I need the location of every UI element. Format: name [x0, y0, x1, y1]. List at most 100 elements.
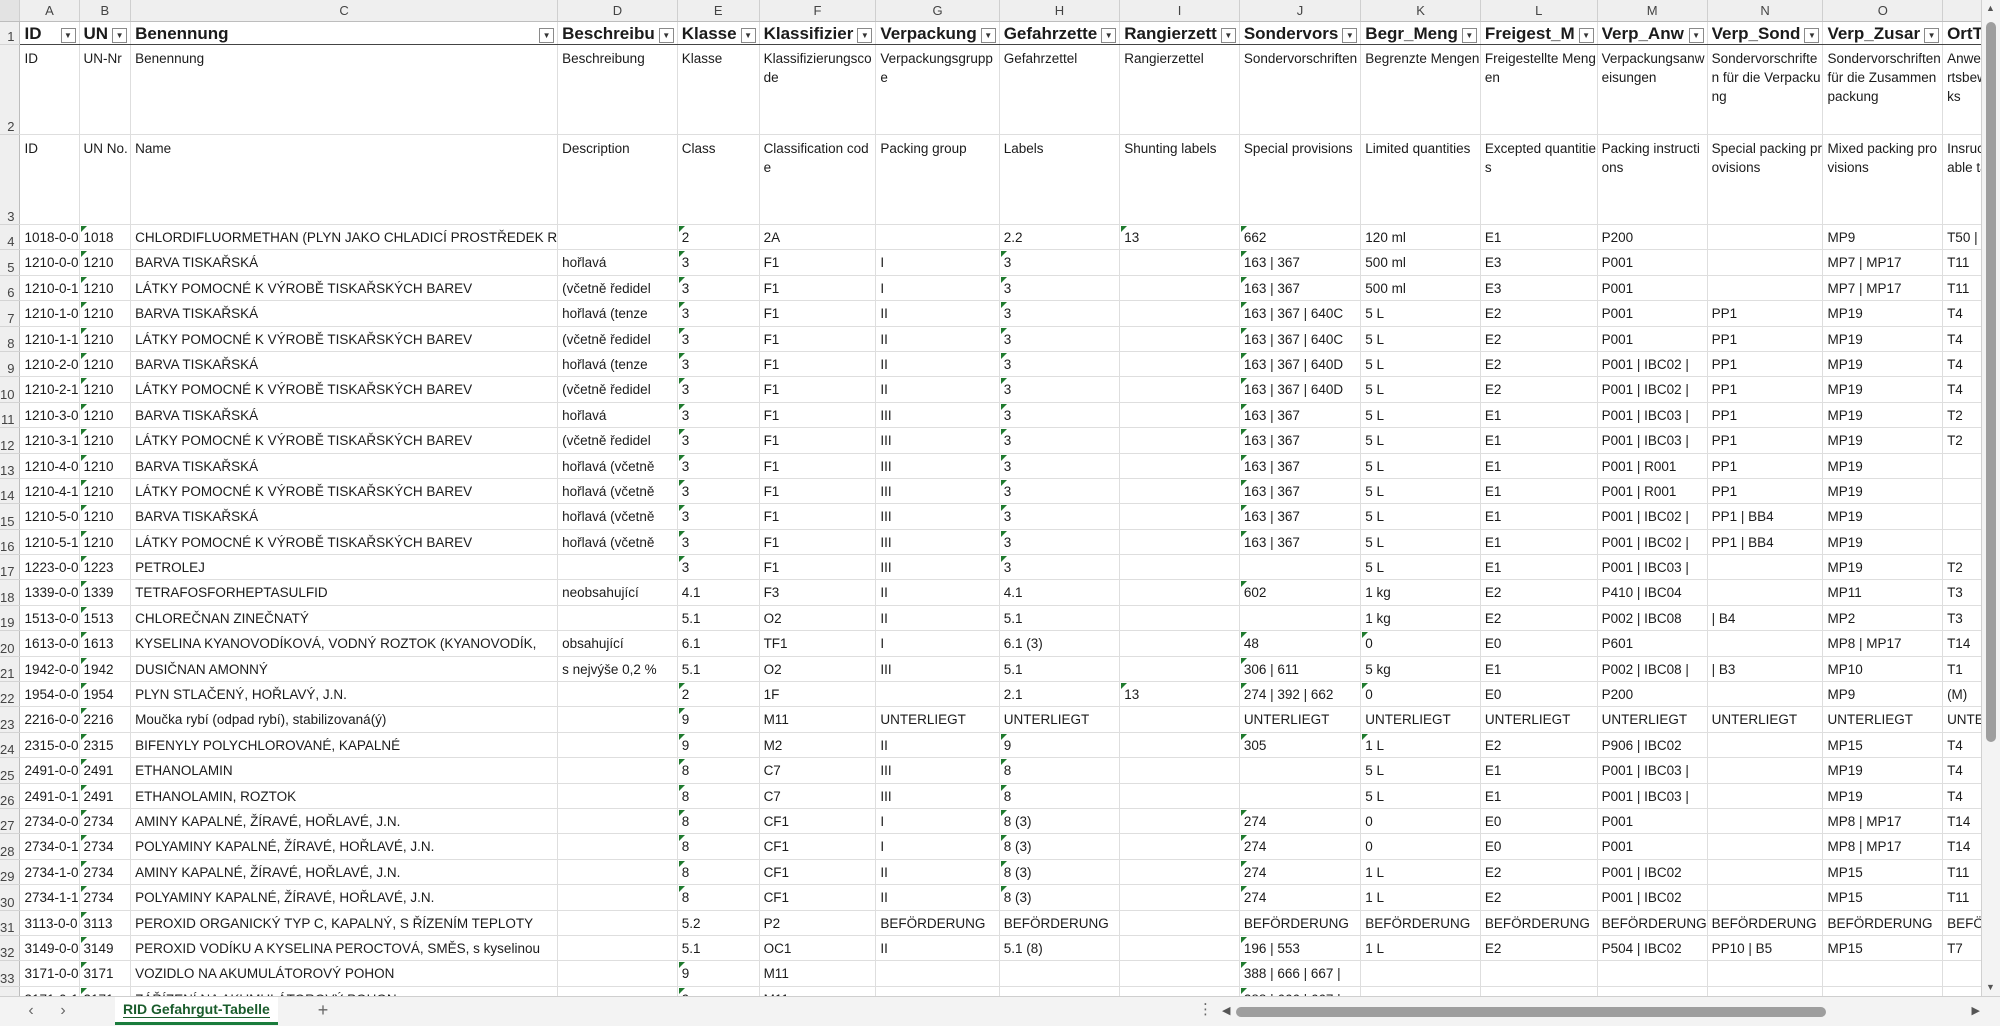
table-cell[interactable]: M11 [759, 706, 877, 733]
table-cell[interactable]: 1F [759, 681, 877, 708]
header-cell[interactable]: Rangierzettel [1119, 44, 1240, 135]
column-title-cell[interactable]: Gefahrzette ▼ [999, 21, 1121, 45]
table-cell[interactable] [1119, 503, 1240, 530]
table-cell[interactable]: UNTERLIEGT [1942, 706, 1981, 733]
table-cell[interactable]: OC1 [759, 935, 877, 962]
table-cell[interactable]: F1 [759, 402, 877, 429]
table-cell[interactable] [1119, 605, 1240, 632]
table-cell[interactable]: E1 [1480, 503, 1598, 530]
table-cell[interactable]: MP8 | MP17 [1822, 630, 1944, 657]
table-cell[interactable]: 1613-0-0 [19, 630, 80, 657]
table-cell[interactable]: 5.1 [999, 656, 1121, 683]
table-cell[interactable] [999, 986, 1121, 996]
table-cell[interactable]: 274 | 392 | 662 [1239, 681, 1362, 708]
table-cell[interactable]: F1 [759, 376, 877, 403]
table-cell[interactable]: P001 | R001 [1597, 478, 1708, 505]
table-cell[interactable]: 1210-5-1 [19, 529, 80, 556]
header-cell[interactable]: Sondervorschriften für die Zusammenpacku… [1822, 44, 1944, 135]
table-cell[interactable]: PP1 | BB4 [1707, 529, 1824, 556]
table-cell[interactable] [1119, 935, 1240, 962]
table-cell[interactable]: 1613 [79, 630, 132, 657]
table-cell[interactable]: F1 [759, 427, 877, 454]
table-cell[interactable]: E1 [1480, 453, 1598, 479]
table-cell[interactable] [1707, 630, 1824, 657]
header-cell[interactable]: Insructions for portable tanks [1942, 134, 1981, 225]
table-cell[interactable]: E1 [1480, 478, 1598, 505]
table-cell[interactable]: CHLORDIFLUORMETHAN (PLYN JAKO CHLADICÍ P… [130, 224, 559, 251]
table-cell[interactable] [557, 884, 678, 911]
table-cell[interactable]: 1210 [79, 402, 132, 429]
filter-dropdown-icon[interactable]: ▼ [1578, 28, 1594, 43]
table-cell[interactable] [1707, 808, 1824, 835]
header-cell[interactable]: Name [130, 134, 559, 225]
table-cell[interactable]: 163 | 367 [1239, 453, 1362, 479]
header-cell[interactable]: Benennung [130, 44, 559, 135]
table-cell[interactable]: 8 [677, 884, 760, 911]
table-cell[interactable]: MP15 [1822, 859, 1944, 886]
filter-dropdown-icon[interactable]: ▼ [539, 28, 555, 43]
table-cell[interactable] [1119, 630, 1240, 657]
table-cell[interactable]: 1210-4-1 [19, 478, 80, 505]
header-cell[interactable]: Verpackungsgruppe [875, 44, 1000, 135]
table-cell[interactable]: BEFÖRDERUNG [1360, 910, 1481, 936]
table-cell[interactable]: T11 [1942, 884, 1981, 911]
table-cell[interactable]: 3 [677, 529, 760, 556]
table-cell[interactable]: 4.1 [999, 579, 1121, 606]
table-cell[interactable]: 13 [1119, 224, 1240, 251]
table-cell[interactable] [1239, 605, 1362, 632]
table-cell[interactable] [557, 935, 678, 962]
table-cell[interactable] [1119, 453, 1240, 479]
header-cell[interactable]: Sondervorschriften für die Verpackung [1707, 44, 1824, 135]
horizontal-scrollbar[interactable]: ◀ ▶ [1222, 1005, 1980, 1018]
table-cell[interactable]: F1 [759, 326, 877, 352]
table-cell[interactable]: 1954 [79, 681, 132, 708]
table-cell[interactable] [557, 732, 678, 759]
table-cell[interactable]: VOZIDLO NA AKUMULÁTOROVÝ POHON [130, 960, 559, 987]
column-header[interactable]: P [1942, 0, 1981, 22]
table-cell[interactable]: 8 (3) [999, 884, 1121, 911]
table-cell[interactable]: 1210 [79, 275, 132, 302]
table-cell[interactable] [1597, 960, 1708, 987]
table-cell[interactable]: III [875, 478, 1000, 505]
table-cell[interactable]: T1 [1942, 656, 1981, 683]
table-cell[interactable] [1707, 732, 1824, 759]
table-cell[interactable]: hořlavá (včetně [557, 478, 678, 505]
column-title-cell[interactable]: Verp_Zusar ▼ [1822, 21, 1944, 45]
table-cell[interactable]: F1 [759, 275, 877, 302]
table-cell[interactable]: 2734 [79, 833, 132, 860]
table-cell[interactable]: C7 [759, 783, 877, 809]
table-cell[interactable] [557, 706, 678, 733]
table-cell[interactable]: O2 [759, 656, 877, 683]
table-cell[interactable]: E2 [1480, 884, 1598, 911]
table-cell[interactable]: P601 [1597, 630, 1708, 657]
table-cell[interactable]: 1942 [79, 656, 132, 683]
table-cell[interactable]: T4 [1942, 326, 1981, 352]
table-cell[interactable]: 1 kg [1360, 579, 1481, 606]
table-cell[interactable] [1942, 986, 1981, 996]
table-cell[interactable]: 9 [677, 960, 760, 987]
more-vertical-icon[interactable]: ⋮ [1198, 1001, 1213, 1018]
table-cell[interactable]: LÁTKY POMOCNÉ K VÝROBĚ TISKAŘSKÝCH BAREV [130, 478, 559, 505]
table-cell[interactable]: T4 [1942, 757, 1981, 784]
table-cell[interactable]: 2491 [79, 783, 132, 809]
table-cell[interactable]: 8 [677, 783, 760, 809]
table-cell[interactable]: BARVA TISKAŘSKÁ [130, 402, 559, 429]
table-cell[interactable]: III [875, 503, 1000, 530]
table-cell[interactable]: III [875, 783, 1000, 809]
table-cell[interactable]: 4.1 [677, 579, 760, 606]
table-cell[interactable] [1480, 986, 1598, 996]
table-cell[interactable]: (včetně ředidel [557, 376, 678, 403]
table-cell[interactable] [557, 757, 678, 784]
table-cell[interactable] [1119, 529, 1240, 556]
vertical-scrollbar[interactable]: ▲ ▼ [1981, 0, 2000, 996]
table-cell[interactable]: PP1 [1707, 376, 1824, 403]
filter-dropdown-icon[interactable]: ▼ [1924, 28, 1940, 43]
table-cell[interactable] [1707, 275, 1824, 302]
table-cell[interactable]: LÁTKY POMOCNÉ K VÝROBĚ TISKAŘSKÝCH BAREV [130, 376, 559, 403]
scroll-up-icon[interactable]: ▲ [1986, 3, 1995, 13]
table-cell[interactable] [1239, 757, 1362, 784]
row-number[interactable]: 32 [0, 935, 21, 962]
table-cell[interactable] [557, 986, 678, 996]
column-title-cell[interactable]: Freigest_M ▼ [1480, 21, 1598, 45]
table-cell[interactable]: 5.1 [677, 935, 760, 962]
